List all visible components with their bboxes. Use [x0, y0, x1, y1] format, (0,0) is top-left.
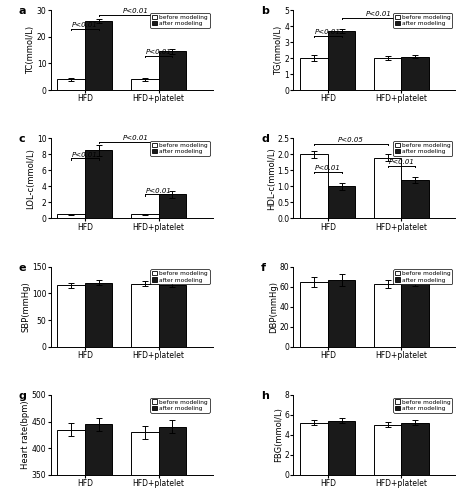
Bar — [300, 282, 327, 346]
Bar — [373, 58, 401, 90]
Text: g: g — [18, 391, 26, 401]
Text: P<0.01: P<0.01 — [314, 165, 340, 171]
Text: e: e — [18, 262, 26, 272]
Bar — [85, 150, 112, 218]
Y-axis label: SBP(mmHg): SBP(mmHg) — [22, 282, 30, 332]
Y-axis label: LOL-c(mmol/L): LOL-c(mmol/L) — [26, 148, 35, 209]
Text: P<0.01: P<0.01 — [364, 11, 391, 17]
Bar — [327, 186, 354, 218]
Bar — [373, 158, 401, 218]
Bar — [57, 286, 85, 346]
Bar — [158, 194, 185, 218]
Bar — [373, 284, 401, 346]
Bar — [158, 284, 185, 346]
Text: P<0.01: P<0.01 — [388, 158, 414, 164]
Bar — [327, 31, 354, 90]
Bar — [158, 427, 185, 500]
Bar — [401, 56, 428, 90]
Text: P<0.01: P<0.01 — [146, 188, 171, 194]
Text: P<0.05: P<0.05 — [337, 137, 363, 143]
Text: P<0.01: P<0.01 — [72, 152, 98, 158]
Bar — [300, 58, 327, 90]
Bar — [57, 80, 85, 90]
Legend: before modeling, after modeling: before modeling, after modeling — [150, 141, 209, 156]
Text: f: f — [261, 262, 265, 272]
Legend: before modeling, after modeling: before modeling, after modeling — [392, 13, 452, 28]
Text: P<0.01: P<0.01 — [314, 29, 340, 35]
Text: d: d — [261, 134, 269, 144]
Bar — [85, 282, 112, 346]
Bar — [85, 424, 112, 500]
Y-axis label: TG(mmol/L): TG(mmol/L) — [274, 26, 282, 74]
Bar — [158, 52, 185, 90]
Legend: before modeling, after modeling: before modeling, after modeling — [150, 270, 209, 284]
Bar — [57, 430, 85, 500]
Text: P<0.01: P<0.01 — [72, 22, 98, 28]
Text: c: c — [18, 134, 25, 144]
Y-axis label: HDL-c(mmol/L): HDL-c(mmol/L) — [266, 147, 275, 210]
Bar — [300, 423, 327, 475]
Legend: before modeling, after modeling: before modeling, after modeling — [150, 13, 209, 28]
Text: a: a — [18, 6, 26, 16]
Text: b: b — [261, 6, 269, 16]
Bar — [131, 284, 158, 346]
Bar — [401, 282, 428, 346]
Bar — [131, 214, 158, 218]
Bar — [131, 432, 158, 500]
Bar — [401, 180, 428, 218]
Y-axis label: Heart rate(bpm): Heart rate(bpm) — [22, 400, 30, 469]
Text: P<0.01: P<0.01 — [146, 49, 171, 55]
Bar — [57, 214, 85, 218]
Text: P<0.01: P<0.01 — [122, 8, 148, 14]
Bar — [373, 425, 401, 475]
Legend: before modeling, after modeling: before modeling, after modeling — [392, 270, 452, 284]
Bar — [327, 421, 354, 475]
Legend: before modeling, after modeling: before modeling, after modeling — [150, 398, 209, 412]
Bar — [131, 80, 158, 90]
Bar — [300, 154, 327, 218]
Y-axis label: FBG(mmol/L): FBG(mmol/L) — [274, 408, 282, 463]
Text: P<0.01: P<0.01 — [122, 136, 148, 141]
Y-axis label: TC(mmol/L): TC(mmol/L) — [26, 26, 35, 74]
Legend: before modeling, after modeling: before modeling, after modeling — [392, 398, 452, 412]
Text: h: h — [261, 391, 269, 401]
Bar — [327, 280, 354, 346]
Y-axis label: DBP(mmHg): DBP(mmHg) — [269, 280, 278, 332]
Bar — [85, 20, 112, 90]
Bar — [401, 423, 428, 475]
Legend: before modeling, after modeling: before modeling, after modeling — [392, 141, 452, 156]
